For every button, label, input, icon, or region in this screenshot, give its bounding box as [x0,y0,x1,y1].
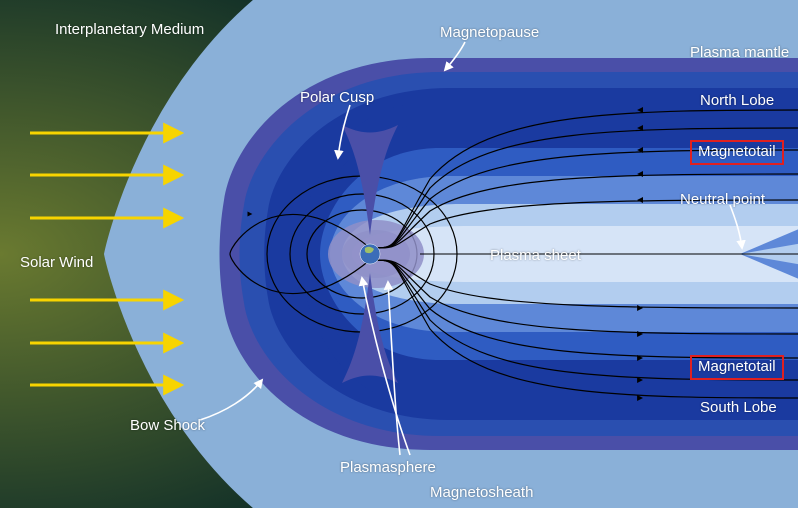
label-plasma-sheet: Plasma sheet [490,248,581,265]
magnetosphere-diagram: Interplanetary Medium Solar Wind Bow Sho… [0,0,798,508]
label-neutral-point: Neutral point [680,192,765,209]
label-solar-wind: Solar Wind [20,255,93,272]
label-magnetosheath: Magnetosheath [430,485,533,502]
label-magnetotail-north: Magnetotail [690,140,784,165]
label-magnetotail-south: Magnetotail [690,355,784,380]
diagram-svg [0,0,798,508]
label-interplanetary: Interplanetary Medium [55,22,204,39]
label-bow-shock: Bow Shock [130,418,205,435]
label-plasmasphere: Plasmasphere [340,460,436,477]
label-plasma-mantle: Plasma mantle [690,45,789,62]
label-south-lobe: South Lobe [700,400,777,417]
label-polar-cusp: Polar Cusp [300,90,374,107]
label-magnetopause: Magnetopause [440,25,539,42]
label-north-lobe: North Lobe [700,93,774,110]
